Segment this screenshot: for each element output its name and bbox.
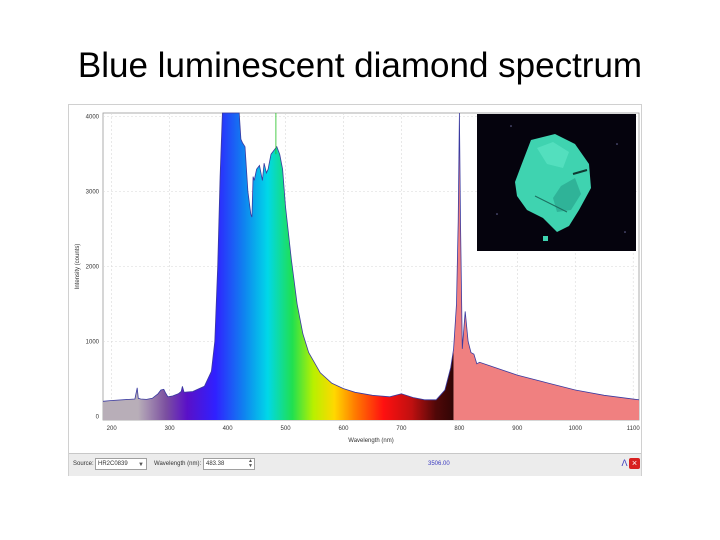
y-tick-label: 4000 [86, 115, 100, 121]
source-value: HR2C0839 [98, 461, 128, 467]
chevron-down-icon: ▼ [138, 462, 144, 468]
source-select[interactable]: HR2C0839 ▼ [95, 458, 147, 470]
diamond-crystal-icon [496, 125, 626, 241]
y-tick-label: 1000 [86, 339, 100, 345]
diamond-photo-inset [477, 114, 636, 251]
x-tick-label: 1100 [627, 426, 641, 432]
wavelength-value: 483.38 [206, 461, 225, 467]
x-tick-label: 600 [338, 426, 349, 432]
spectrum-line [102, 112, 640, 402]
x-tick-label: 700 [396, 426, 407, 432]
source-label: Source: [73, 461, 94, 467]
x-tick-label: 900 [512, 426, 523, 432]
y-tick-label: 2000 [86, 265, 100, 271]
y-axis-label: Intensity (counts) [75, 244, 81, 290]
peak-marker-icon[interactable]: Λ [621, 458, 628, 468]
y-tick-label: 3000 [86, 190, 100, 196]
stepper-icon[interactable]: ▲ ▼ [248, 458, 253, 469]
x-tick-label: 1000 [569, 426, 583, 432]
x-axis-label: Wavelength (nm) [348, 438, 393, 444]
slide-title: Blue luminescent diamond spectrum [77, 46, 643, 85]
x-tick-label: 500 [281, 426, 292, 432]
x-tick-label: 200 [107, 426, 118, 432]
x-tick-label: 400 [223, 426, 234, 432]
close-icon[interactable]: × [629, 458, 640, 469]
status-bar: Source: HR2C0839 ▼ Wavelength (nm): 483.… [69, 453, 641, 476]
axes: 200 300 400 500 600 700 800 900 1000 1100 0 1000 200… [86, 115, 641, 432]
x-tick-label: 800 [454, 426, 465, 432]
wavelength-input[interactable]: 483.38 ▲ ▼ [203, 458, 255, 470]
intensity-readout: 3506.00 [428, 461, 450, 467]
y-tick-label: 0 [96, 414, 100, 420]
x-tick-label: 300 [165, 426, 176, 432]
wavelength-label: Wavelength (nm): [154, 461, 202, 467]
